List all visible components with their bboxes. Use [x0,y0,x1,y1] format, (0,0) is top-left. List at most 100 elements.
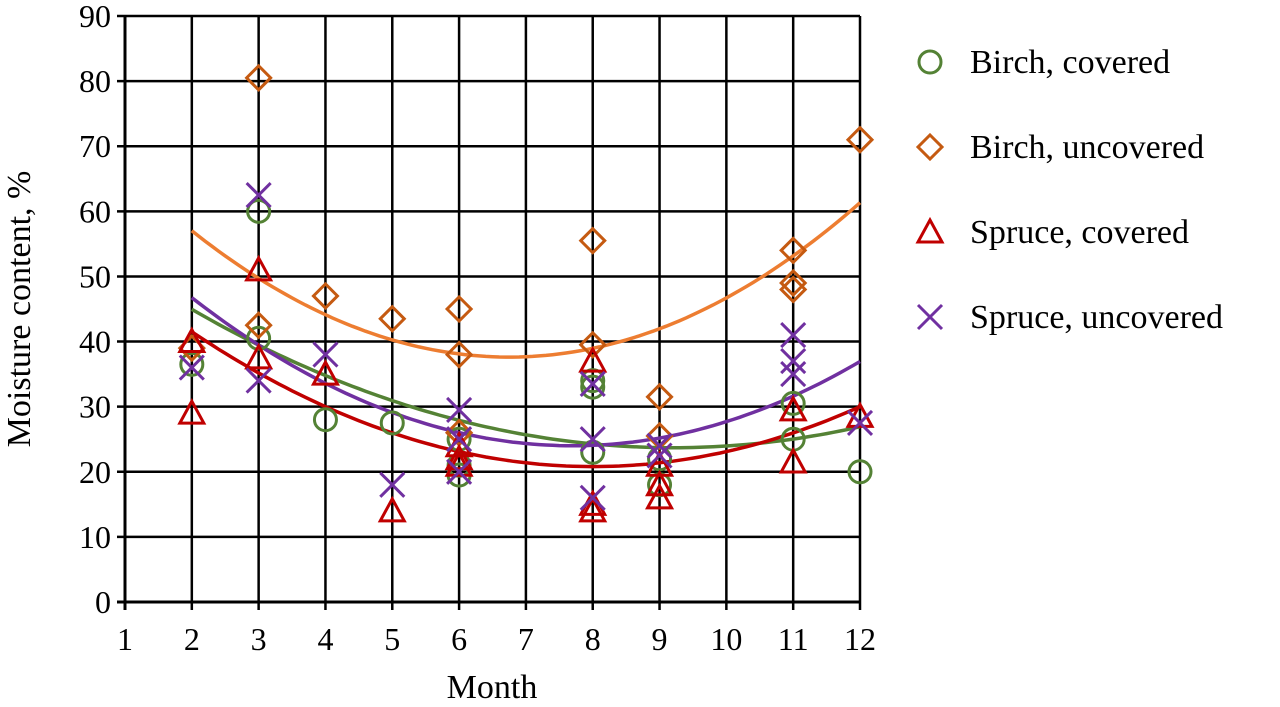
data-point-x [780,348,807,375]
data-point-circle [379,410,405,436]
x-stroke [579,426,606,453]
data-point-x [780,321,807,349]
x-stroke [780,321,807,349]
x-stroke [646,442,673,469]
x-tick-label: 6 [451,621,467,657]
x-stroke [780,361,807,388]
x-stroke [178,354,205,381]
x-tick-label: 9 [652,621,668,657]
y-tick-label: 80 [79,63,111,99]
data-point-x [846,409,874,437]
x-axis-label: Month [447,669,538,702]
data-point-triangle [645,469,675,497]
data-point-x [178,354,205,381]
data-point-diamond [444,294,474,324]
x-tick-label: 4 [317,621,333,657]
data-point-diamond [645,382,674,412]
x-stroke [446,458,473,485]
x-tick-label: 1 [117,621,133,657]
data-point-diamond [645,421,674,451]
y-tick-label: 10 [79,519,111,555]
x-stroke [579,370,606,397]
x-stroke [379,471,406,498]
data-point-x [579,370,606,397]
grid [117,14,862,610]
x-tick-label: 2 [184,621,200,657]
y-tick-label: 60 [79,193,111,229]
data-point-x [579,484,606,511]
data-point-x [646,432,673,459]
data-point-x [579,426,606,453]
legend-label: Birch, uncovered [970,129,1204,166]
data-point-triangle [778,394,808,422]
y-tick-label: 50 [79,258,111,294]
trendline-spruce-covered [190,330,861,469]
data-point-diamond [444,340,474,369]
data-point-diamond [311,281,340,311]
data-point-triangle [244,254,274,282]
data-point-triangle [578,495,608,523]
x-stroke [780,348,807,375]
x-stroke [916,303,944,331]
data-point-triangle [310,358,340,386]
data-point-x [916,303,944,331]
trendline-birch-covered [190,307,861,450]
data-point-x [245,367,272,394]
legend-label: Birch, covered [970,44,1170,81]
data-point-x [646,442,673,469]
x-tick-label: 12 [844,621,876,657]
data-point-circle [847,459,873,485]
trendlines [190,201,862,469]
data-point-circle [246,198,272,224]
x-tick-label: 7 [518,621,534,657]
x-tick-label: 11 [778,621,809,657]
x-tick-label: 10 [710,621,742,657]
data-point-diamond [779,275,808,304]
y-tick-label: 0 [95,584,111,620]
x-stroke [245,367,272,394]
data-point-x [312,341,339,368]
data-point-diamond [779,268,808,298]
y-tick-label: 90 [79,0,111,34]
data-point-triangle [778,446,808,474]
x-stroke [846,409,874,437]
y-axis-label: Moisture content, % [1,171,38,448]
data-point-triangle [915,216,945,244]
data-point-triangle [578,345,608,373]
data-point-x [245,181,272,209]
y-tick-label: 70 [79,128,111,164]
data-point-diamond [845,125,875,154]
data-points [177,63,875,523]
x-stroke [312,341,339,368]
y-tick-label: 20 [79,454,111,490]
trendline-birch-uncovered [190,201,862,359]
y-tick-label: 30 [79,389,111,425]
data-point-triangle [645,482,675,510]
legend: Birch, covered Birch, uncovered Spruce, co… [915,44,1223,336]
data-point-diamond [578,226,607,255]
x-stroke [446,396,473,423]
data-point-x [446,396,473,423]
data-point-circle [917,49,943,75]
x-tick-label: 5 [384,621,400,657]
data-point-diamond [244,63,273,92]
legend-label: Spruce, covered [970,214,1189,251]
data-point-circle [312,407,338,433]
data-point-diamond [915,132,945,162]
x-stroke [579,484,606,511]
data-point-triangle [177,398,207,425]
trendline-spruce-uncovered [190,296,861,448]
data-point-triangle [177,326,207,354]
data-point-circle [246,325,272,351]
y-tick-label: 40 [79,324,111,360]
x-stroke [446,426,473,453]
x-stroke [245,181,272,209]
x-stroke [646,432,673,459]
data-point-diamond [578,330,607,359]
data-point-diamond [378,304,407,333]
data-point-x [446,426,473,453]
x-tick-label: 3 [251,621,267,657]
data-point-triangle [377,495,407,523]
